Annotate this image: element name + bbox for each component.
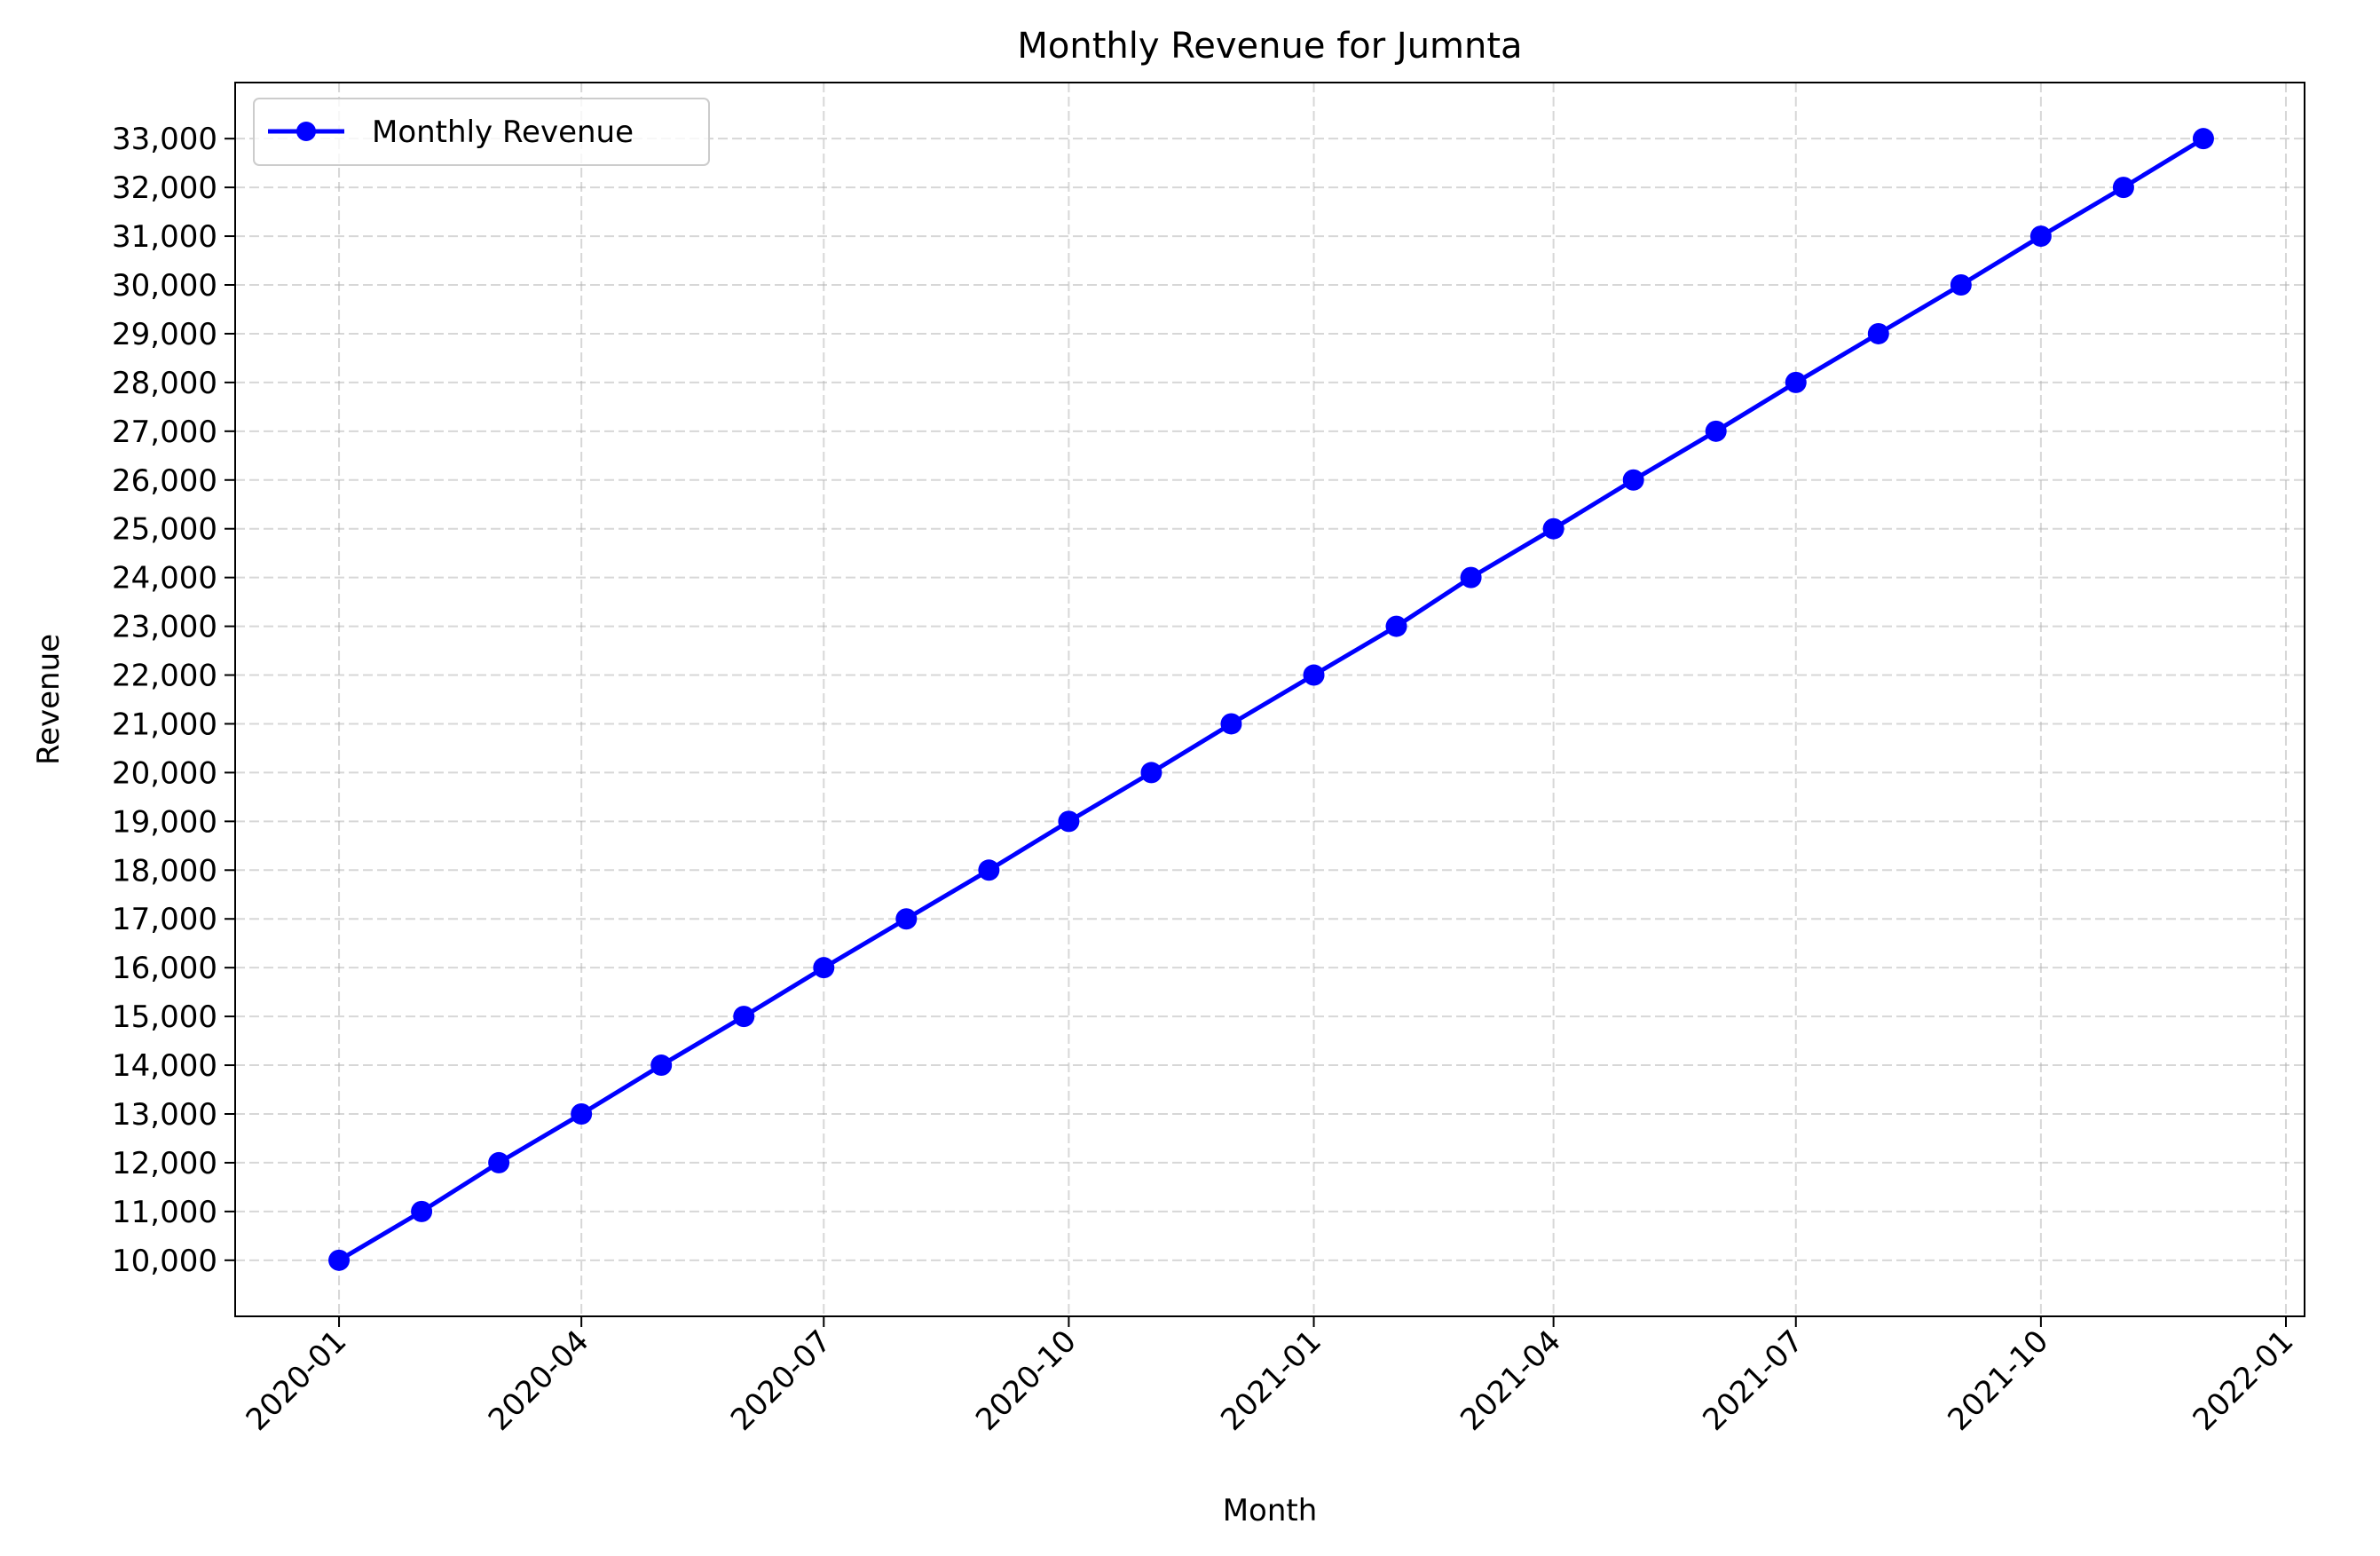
legend: Monthly Revenue xyxy=(253,98,710,166)
y-tick-label: 15,000 xyxy=(112,999,217,1035)
y-tick-label: 29,000 xyxy=(112,317,217,352)
y-tick-label: 22,000 xyxy=(112,659,217,694)
data-point xyxy=(895,908,918,930)
data-point xyxy=(1460,566,1482,588)
chart-title: Monthly Revenue for Jumnta xyxy=(1017,26,1522,67)
data-point xyxy=(2112,177,2134,199)
data-point xyxy=(1140,762,1162,784)
data-point xyxy=(1303,664,1325,686)
y-tick-label: 10,000 xyxy=(112,1244,217,1279)
series-line xyxy=(337,137,2205,1262)
y-tick-label: 25,000 xyxy=(112,512,217,548)
y-tick-label: 33,000 xyxy=(112,122,217,157)
data-point xyxy=(813,957,835,979)
y-tick-label: 23,000 xyxy=(112,610,217,645)
data-point xyxy=(1867,322,1889,344)
y-tick-label: 16,000 xyxy=(112,951,217,986)
y-tick-label: 13,000 xyxy=(112,1097,217,1133)
y-tick-label: 30,000 xyxy=(112,268,217,304)
legend-marker-swatch xyxy=(296,122,316,141)
y-tick-label: 17,000 xyxy=(112,902,217,937)
data-point xyxy=(571,1102,593,1125)
data-point xyxy=(1705,420,1727,442)
y-tick-label: 14,000 xyxy=(112,1048,217,1084)
y-tick-label: 32,000 xyxy=(112,170,217,206)
data-point xyxy=(488,1151,510,1173)
y-tick-label: 28,000 xyxy=(112,366,217,401)
x-axis-label: Month xyxy=(1223,1493,1318,1528)
data-point xyxy=(978,859,1000,881)
data-point xyxy=(650,1054,673,1077)
legend-box xyxy=(253,98,710,166)
data-point xyxy=(411,1200,433,1222)
y-tick-label: 27,000 xyxy=(112,415,217,450)
y-tick-label: 24,000 xyxy=(112,561,217,596)
data-point xyxy=(1385,615,1407,637)
y-axis-label: Revenue xyxy=(31,634,67,765)
y-tick-label: 12,000 xyxy=(112,1146,217,1181)
series-layer xyxy=(328,128,2214,1271)
legend-label: Monthly Revenue xyxy=(372,115,634,150)
data-point xyxy=(1542,517,1564,540)
data-point xyxy=(1785,371,1807,393)
data-point xyxy=(2192,128,2214,150)
y-tick-label: 31,000 xyxy=(112,219,217,255)
data-point xyxy=(2029,225,2052,248)
data-point xyxy=(733,1006,755,1028)
data-point xyxy=(1950,274,1972,296)
y-tick-label: 18,000 xyxy=(112,853,217,889)
y-tick-label: 11,000 xyxy=(112,1195,217,1230)
y-tick-label: 19,000 xyxy=(112,804,217,840)
data-point xyxy=(1622,469,1644,491)
y-tick-label: 26,000 xyxy=(112,463,217,499)
data-point xyxy=(1058,810,1080,833)
y-tick-label: 20,000 xyxy=(112,755,217,791)
y-tick-label: 21,000 xyxy=(112,707,217,742)
data-point xyxy=(328,1249,351,1271)
plot-area-frame xyxy=(234,82,2305,1317)
data-point xyxy=(1220,713,1242,735)
